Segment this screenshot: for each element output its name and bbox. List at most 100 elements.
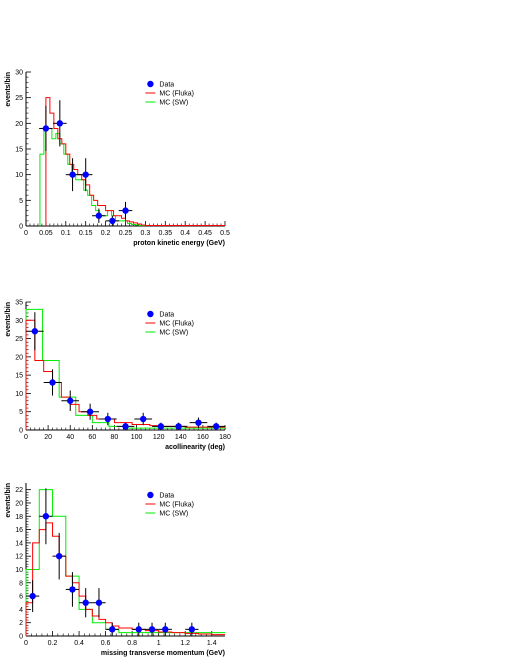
chart-panel-3: 0 2 4 6 8 10 12 14 16 18 20 22 0 0.2 0.4 0.6 0.8 1 1.2 1.4 e… [5,483,225,657]
legend: Data MC (Fluka) MC (SW) [145,310,194,337]
data-point [105,622,119,636]
data-point [81,403,99,420]
y-tick-label: 22 [15,487,23,494]
x-tick-label: 1.2 [180,640,190,647]
x-tick-label: 0.4 [74,640,84,647]
data-marker [195,419,202,426]
data-marker [162,626,169,633]
x-tick-label: 40 [66,434,74,441]
mc-sw-histogram [25,308,225,430]
chart-panel-1: 0 5 10 15 20 25 30 0 0.05 0.1 0.15 0.2 0.25 0.3 0.35 0.… [5,70,230,248]
x-tick-label: 0 [24,434,28,441]
data-marker [95,212,103,219]
x-tick-label: 140 [175,434,187,441]
y-tick-label: 6 [19,594,23,601]
data-point [134,412,153,426]
data-point [53,100,67,147]
legend-data-marker [147,80,154,88]
data-point [132,622,146,636]
x-tick-label: 0.2 [101,230,111,237]
legend: Data MC (Fluka) MC (SW) [145,80,194,107]
legend-label: MC (SW) [159,511,188,518]
x-tick-label: 0 [24,640,28,647]
data-marker [69,171,76,178]
data-point [65,158,80,192]
mc-sw-histogram [25,489,225,636]
x-axis-title: missing transverse momentum (GeV) [101,650,225,657]
mc-fluka-histogram [45,97,225,226]
data-point [105,215,120,226]
data-point [92,588,106,618]
legend-label: Data [159,493,174,500]
x-tick-label: 120 [153,434,165,441]
x-tick-label: 20 [44,434,52,441]
data-point [189,417,208,428]
data-marker [109,217,116,225]
data-marker [49,379,56,386]
data-point [39,105,53,152]
y-tick-label: 0 [19,428,23,435]
mc-fluka-histogram [25,522,225,636]
y-tick-label: 18 [15,514,23,521]
x-tick-label: 1 [157,640,161,647]
y-tick-label: 12 [15,554,23,561]
x-tick-label: 0.5 [220,230,230,237]
data-point [92,208,106,223]
y-tick-label: 0 [19,224,23,231]
data-marker [56,120,64,127]
data-point [79,588,93,618]
data-marker [95,599,103,606]
data-marker [104,415,112,423]
data-point [39,488,53,545]
x-tick-label: 100 [131,434,143,441]
x-tick-label: 0.05 [39,230,53,237]
data-point [98,412,117,426]
mc-sw-histogram [39,127,225,226]
data-marker [29,592,36,600]
data-marker [212,423,220,430]
y-tick-label: 25 [15,95,23,102]
y-tick-label: 30 [15,318,23,325]
data-point [158,622,172,636]
data-point [185,622,199,636]
y-tick-label: 30 [15,70,23,77]
data-marker [86,408,94,415]
data-point [78,158,93,192]
y-axis-title: events/bin [5,483,12,518]
data-marker [135,626,142,633]
y-tick-label: 20 [15,354,23,361]
legend-data-marker [147,310,154,318]
data-marker [148,626,156,633]
data-marker [139,415,147,423]
data-point [145,622,159,636]
y-tick-label: 15 [15,147,23,154]
data-marker [42,125,50,132]
data-marker [69,586,76,593]
y-tick-label: 20 [15,500,23,507]
x-tick-label: 0.35 [158,230,172,237]
legend-label: MC (Fluka) [159,502,194,509]
y-tick-label: 14 [15,540,23,547]
y-tick-label: 15 [15,373,23,380]
y-tick-label: 10 [15,567,23,574]
data-marker [188,626,196,633]
mc-fluka-histogram [25,319,225,430]
data-marker [31,328,39,335]
data-point [116,422,135,430]
y-axis-title: events/bin [5,302,12,337]
x-tick-label: 0.4 [180,230,190,237]
x-tick-label: 0.3 [141,230,151,237]
y-tick-label: 2 [19,620,23,627]
x-tick-label: 1.4 [207,640,217,647]
x-tick-label: 0.45 [198,230,212,237]
x-tick-label: 60 [88,434,96,441]
x-tick-label: 0.15 [79,230,93,237]
data-marker [175,423,182,430]
y-tick-label: 10 [15,172,23,179]
legend-label: MC (SW) [159,100,188,107]
y-tick-label: 16 [15,527,23,534]
y-tick-label: 10 [15,391,23,398]
data-point [152,422,170,430]
data-point [52,532,66,580]
